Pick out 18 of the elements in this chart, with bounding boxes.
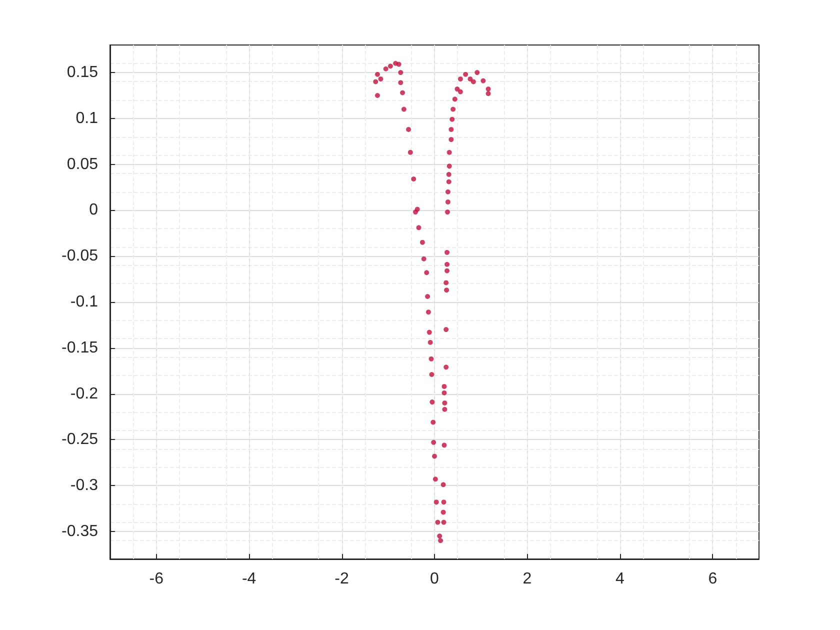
y-tick-label: -0.2	[70, 385, 98, 402]
x-tick-label: 0	[430, 570, 440, 588]
y-tick-label: 0.15	[66, 64, 98, 82]
x-tick-label: -4	[242, 570, 256, 588]
x-tick-label: -6	[149, 570, 164, 588]
x-tick-label: -2	[334, 570, 349, 588]
x-tick-label: 2	[522, 570, 532, 588]
y-tick-label: -0.35	[62, 522, 98, 540]
y-tick-label: -0.25	[62, 431, 98, 448]
y-tick-label: -0.3	[70, 477, 98, 494]
y-tick-label: 0	[89, 202, 98, 219]
x-tick-label: 4	[615, 570, 624, 588]
x-tick-label: 6	[708, 570, 718, 588]
y-tick-label: -0.15	[62, 339, 98, 356]
y-tick-label: 0.05	[66, 156, 98, 173]
y-tick-label: 0.1	[76, 110, 98, 127]
y-tick-label: -0.05	[62, 248, 98, 265]
y-tick-label: -0.1	[70, 294, 98, 310]
